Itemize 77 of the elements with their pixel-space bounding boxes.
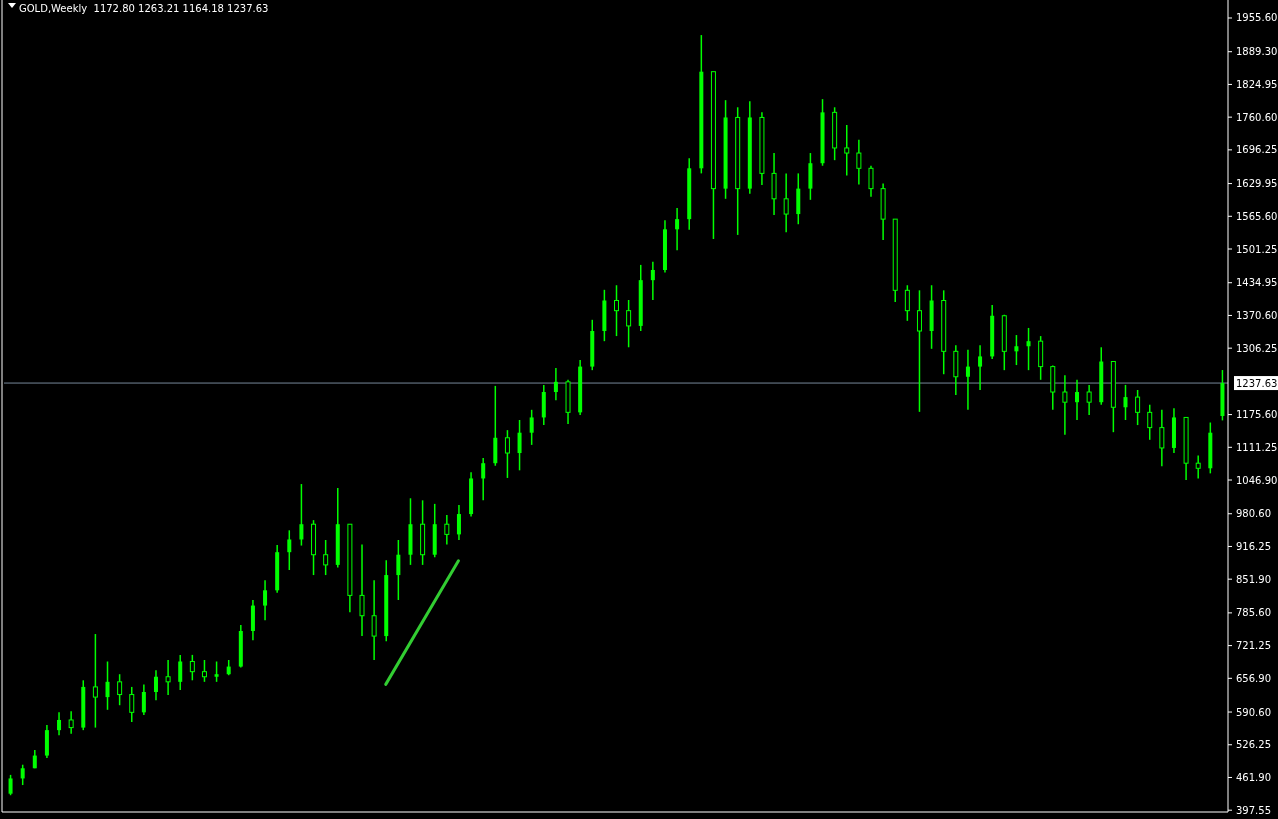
y-tick-label: 1696.25: [1236, 144, 1278, 156]
candlestick: [553, 367, 558, 401]
candlestick: [396, 539, 401, 601]
y-tick-label: 1824.95: [1236, 78, 1278, 90]
y-tick-label: 397.55: [1236, 804, 1271, 816]
candlestick: [904, 284, 910, 322]
candlestick: [1195, 454, 1201, 480]
candlestick: [1123, 384, 1128, 421]
candlestick: [8, 774, 13, 796]
candlestick: [1075, 379, 1080, 421]
candlestick: [1062, 374, 1068, 436]
candlestick: [178, 654, 183, 691]
candlestick: [263, 579, 268, 622]
candlestick: [504, 429, 510, 479]
candlestick: [1159, 409, 1165, 467]
candlestick: [856, 139, 862, 186]
y-tick-label: 1370.60: [1236, 309, 1278, 321]
candlestick: [214, 660, 219, 683]
candlestick: [105, 660, 110, 711]
candlestick: [287, 529, 292, 571]
candlestick: [299, 483, 304, 547]
candlestick: [323, 539, 329, 576]
candlestick: [456, 504, 461, 541]
candlestick: [141, 683, 146, 716]
candlestick: [92, 633, 98, 729]
y-tick-label: 1629.95: [1236, 178, 1278, 190]
y-tick-label: 590.60: [1236, 706, 1271, 718]
y-tick-label: 656.90: [1236, 672, 1271, 684]
candlestick: [626, 299, 632, 349]
candlestick: [444, 514, 450, 546]
y-tick-label: 1565.60: [1236, 210, 1278, 222]
candlestick: [783, 172, 789, 234]
ref-line-label: 1237.63: [1236, 377, 1278, 389]
candlestick: [371, 579, 377, 661]
candlestick: [517, 419, 522, 472]
candlestick: [189, 654, 195, 682]
candlestick: [68, 710, 74, 735]
y-tick-label: 526.25: [1236, 739, 1271, 751]
candlestick: [129, 686, 135, 723]
y-tick-label: 1434.95: [1236, 277, 1278, 289]
y-tick-label: 851.90: [1236, 573, 1271, 585]
y-tick-label: 916.25: [1236, 540, 1271, 552]
candlestick: [916, 289, 922, 413]
candlestick: [1086, 384, 1092, 416]
candlestick: [201, 659, 207, 683]
candlestick: [868, 165, 874, 198]
y-tick-label: 1046.90: [1236, 474, 1278, 486]
y-tick-label: 1111.25: [1236, 441, 1278, 453]
candlestick: [359, 543, 365, 637]
y-tick-label: 785.60: [1236, 607, 1271, 619]
candlestick: [529, 409, 534, 446]
candlestick: [57, 711, 62, 736]
y-tick-label: 1955.60: [1236, 12, 1278, 24]
candlestick: [481, 457, 486, 502]
candlestick: [650, 261, 655, 301]
y-tick-label: 1306.25: [1236, 342, 1278, 354]
y-tick-label: 1501.25: [1236, 243, 1278, 255]
candlestick: [117, 673, 123, 706]
candlestick: [844, 124, 850, 177]
y-tick-label: 980.60: [1236, 508, 1271, 520]
chart-title: GOLD,Weekly 1172.80 1263.21 1164.18 1237.63: [19, 2, 269, 14]
candlestick: [165, 659, 171, 696]
y-tick-label: 721.25: [1236, 640, 1271, 652]
candlestick: [1014, 334, 1019, 366]
candlestick: [1135, 389, 1141, 426]
candlestick: [978, 344, 983, 391]
y-tick-label: 1889.30: [1236, 46, 1278, 58]
candlestick: [675, 207, 680, 251]
candlestick: [1147, 403, 1153, 441]
y-tick-label: 1175.60: [1236, 409, 1278, 421]
candlestick: [965, 349, 970, 411]
candlestick: [153, 669, 158, 701]
y-tick-label: 461.90: [1236, 771, 1271, 783]
candlestick: [1026, 327, 1031, 371]
candlestick: [614, 284, 619, 337]
candlestick: [20, 763, 25, 786]
y-tick-label: 1760.60: [1236, 111, 1278, 123]
